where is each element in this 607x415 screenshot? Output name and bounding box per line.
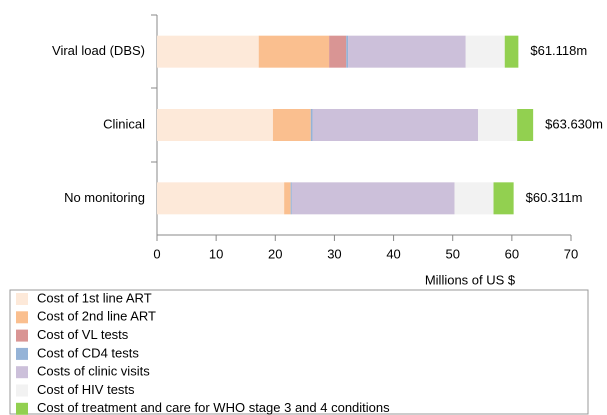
bar-segment <box>465 35 505 68</box>
x-tick-label: 40 <box>386 246 400 261</box>
legend-swatch <box>16 329 28 342</box>
legend-label: Cost of CD4 tests <box>37 345 139 360</box>
bar-segment <box>310 109 313 141</box>
legend-swatch <box>16 366 28 379</box>
bar-segment <box>478 109 518 141</box>
legend-swatch <box>16 384 28 397</box>
legend-box <box>9 289 589 415</box>
legend-label: Cost of treatment and care for WHO stage… <box>37 400 390 415</box>
x-tick-label: 30 <box>327 246 341 261</box>
bar-segment <box>157 182 285 215</box>
x-axis-label: Millions of US $ <box>425 272 516 287</box>
bar-segment <box>157 109 273 141</box>
bar-segment <box>157 35 259 68</box>
legend-label: Cost of VL tests <box>37 327 129 342</box>
total-label: $60.311m <box>526 190 583 205</box>
bar-segment <box>517 109 534 141</box>
bar-segment <box>493 182 514 215</box>
bar-segment <box>329 35 347 68</box>
category-label: Viral load (DBS) <box>52 43 145 58</box>
bar-segment <box>284 182 291 215</box>
bar-segment <box>291 182 455 215</box>
legend-swatch <box>16 347 28 360</box>
x-tick-label: 60 <box>505 246 519 261</box>
bar-segment <box>504 35 519 68</box>
x-tick-label: 70 <box>564 246 578 261</box>
legend-label: Cost of 1st line ART <box>37 290 152 305</box>
bar-segment <box>290 182 292 215</box>
x-tick-label: 20 <box>268 246 282 261</box>
bar-segment <box>258 35 330 68</box>
bar-segment <box>272 109 311 141</box>
category-label: Clinical <box>103 116 145 131</box>
legend-label: Cost of HIV tests <box>37 382 135 397</box>
total-label: $63.630m <box>545 116 603 131</box>
x-tick-label: 0 <box>153 246 160 261</box>
legend-swatch <box>16 311 28 324</box>
bar-segment <box>454 182 494 215</box>
legend-label: Cost of 2nd line ART <box>37 309 156 324</box>
legend-swatch <box>16 402 28 415</box>
legend-swatch <box>16 293 28 305</box>
bar-segment <box>346 35 349 68</box>
bar-segment <box>312 109 479 141</box>
category-label: No monitoring <box>64 190 145 205</box>
x-tick-label: 10 <box>209 246 223 261</box>
legend-label: Costs of clinic visits <box>37 364 150 379</box>
bar-segment <box>348 35 466 68</box>
x-tick-label: 50 <box>445 246 459 261</box>
total-label: $61.118m <box>530 43 587 58</box>
